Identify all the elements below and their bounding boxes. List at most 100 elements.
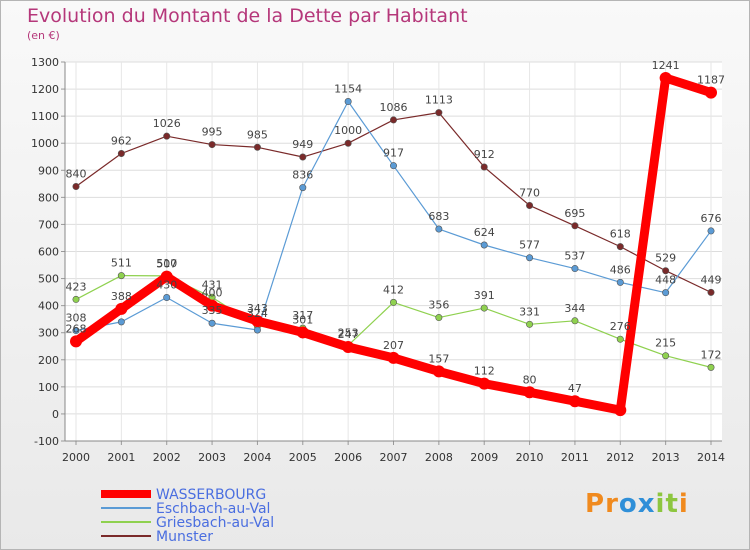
- data-label-munster: 1086: [380, 101, 408, 114]
- data-point-wasserbourg: [115, 302, 128, 315]
- data-point-munster: [117, 150, 125, 158]
- x-tick-label: 2013: [652, 451, 680, 464]
- proxiti-logo: Proxiti: [585, 489, 689, 519]
- data-point-munster: [208, 141, 216, 149]
- data-point-munster: [662, 267, 670, 275]
- data-label-griesbach-au-val: 356: [428, 299, 449, 312]
- data-point-griesbach-au-val: [435, 314, 443, 322]
- logo-letter: t: [665, 489, 679, 519]
- data-point-munster: [299, 153, 307, 161]
- data-point-munster: [480, 163, 488, 171]
- data-point-munster: [526, 201, 534, 209]
- x-tick-label: 2006: [334, 451, 362, 464]
- data-point-eschbach-au-val: [435, 225, 443, 233]
- data-label-wasserbourg: 268: [66, 322, 87, 335]
- data-label-munster: 1026: [153, 117, 181, 130]
- y-tick-label: 900: [38, 164, 59, 177]
- data-point-griesbach-au-val: [662, 352, 670, 360]
- y-tick-label: 1000: [31, 137, 59, 150]
- data-label-munster: 529: [655, 252, 676, 265]
- x-tick-label: 2000: [62, 451, 90, 464]
- data-label-munster: 449: [701, 273, 722, 286]
- data-point-eschbach-au-val: [253, 326, 261, 334]
- data-point-griesbach-au-val: [72, 295, 80, 303]
- data-label-wasserbourg: 207: [383, 339, 404, 352]
- data-point-wasserbourg: [251, 315, 264, 328]
- data-label-munster: 770: [519, 186, 540, 199]
- data-label-munster: 995: [202, 126, 223, 139]
- data-label-eschbach-au-val: 1154: [334, 83, 362, 96]
- x-tick-label: 2002: [153, 451, 181, 464]
- logo-letter: r: [605, 489, 619, 519]
- x-tick-label: 2009: [470, 451, 498, 464]
- data-point-griesbach-au-val: [480, 304, 488, 312]
- logo-letter: o: [618, 489, 638, 519]
- data-point-wasserbourg: [568, 395, 581, 408]
- data-point-wasserbourg: [70, 335, 82, 348]
- data-label-munster: 695: [564, 207, 585, 220]
- data-label-eschbach-au-val: 448: [655, 274, 676, 287]
- y-tick-label: 1300: [31, 56, 59, 69]
- x-tick-label: 2007: [380, 451, 408, 464]
- logo-letter: P: [585, 489, 606, 519]
- data-label-eschbach-au-val: 917: [383, 147, 404, 160]
- data-point-eschbach-au-val: [480, 241, 488, 249]
- x-tick-label: 2005: [289, 451, 317, 464]
- data-point-eschbach-au-val: [707, 227, 715, 235]
- data-point-wasserbourg: [705, 86, 717, 99]
- data-point-eschbach-au-val: [389, 162, 397, 170]
- x-tick-label: 2010: [516, 451, 544, 464]
- data-point-griesbach-au-val: [526, 320, 534, 328]
- x-tick-label: 2001: [107, 451, 135, 464]
- data-label-wasserbourg: 301: [292, 313, 313, 326]
- y-tick-label: 800: [38, 191, 59, 204]
- data-label-griesbach-au-val: 391: [474, 289, 495, 302]
- data-label-griesbach-au-val: 276: [610, 320, 631, 333]
- chart-title: Evolution du Montant de la Dette par Hab…: [27, 5, 468, 27]
- data-label-wasserbourg: 47: [568, 382, 582, 395]
- legend-label-griesbach-au-val: Griesbach-au-Val: [156, 515, 274, 531]
- logo-letter: i: [678, 489, 689, 519]
- data-label-eschbach-au-val: 430: [156, 279, 177, 292]
- data-point-munster: [389, 116, 397, 124]
- y-tick-label: 0: [52, 408, 59, 421]
- data-point-eschbach-au-val: [526, 254, 534, 262]
- data-label-munster: 618: [610, 228, 631, 241]
- y-tick-label: -100: [34, 435, 59, 448]
- y-tick-label: 1100: [31, 110, 59, 123]
- data-label-wasserbourg: 388: [111, 290, 132, 303]
- x-tick-label: 2008: [425, 451, 453, 464]
- data-point-eschbach-au-val: [208, 319, 216, 327]
- data-point-eschbach-au-val: [616, 278, 624, 286]
- data-label-griesbach-au-val: 412: [383, 283, 404, 296]
- data-label-wasserbourg: 80: [523, 373, 537, 386]
- data-label-eschbach-au-val: 836: [292, 169, 313, 182]
- data-point-munster: [707, 288, 715, 296]
- y-tick-label: 1200: [31, 83, 59, 96]
- data-label-eschbach-au-val: 308: [66, 312, 87, 325]
- data-point-wasserbourg: [659, 71, 672, 84]
- data-label-wasserbourg: 400: [202, 287, 223, 300]
- data-label-eschbach-au-val: 624: [474, 226, 495, 239]
- data-point-wasserbourg: [387, 351, 400, 364]
- data-label-eschbach-au-val: 577: [519, 239, 540, 252]
- logo-letter: i: [655, 489, 666, 519]
- y-tick-label: 500: [38, 273, 59, 286]
- data-point-griesbach-au-val: [707, 363, 715, 371]
- data-point-munster: [616, 243, 624, 251]
- legend-label-wasserbourg: WASSERBOURG: [156, 487, 266, 503]
- data-label-eschbach-au-val: 537: [564, 250, 585, 263]
- data-point-eschbach-au-val: [662, 289, 670, 297]
- y-tick-label: 100: [38, 381, 59, 394]
- data-point-munster: [72, 183, 80, 191]
- x-tick-label: 2012: [606, 451, 634, 464]
- data-point-griesbach-au-val: [389, 298, 397, 306]
- data-label-griesbach-au-val: 172: [701, 348, 722, 361]
- legend-label-munster: Munster: [156, 529, 213, 545]
- data-label-wasserbourg: 343: [247, 302, 268, 315]
- y-tick-label: 400: [38, 300, 59, 313]
- y-tick-label: 300: [38, 327, 59, 340]
- unit-label: (en €): [27, 29, 60, 42]
